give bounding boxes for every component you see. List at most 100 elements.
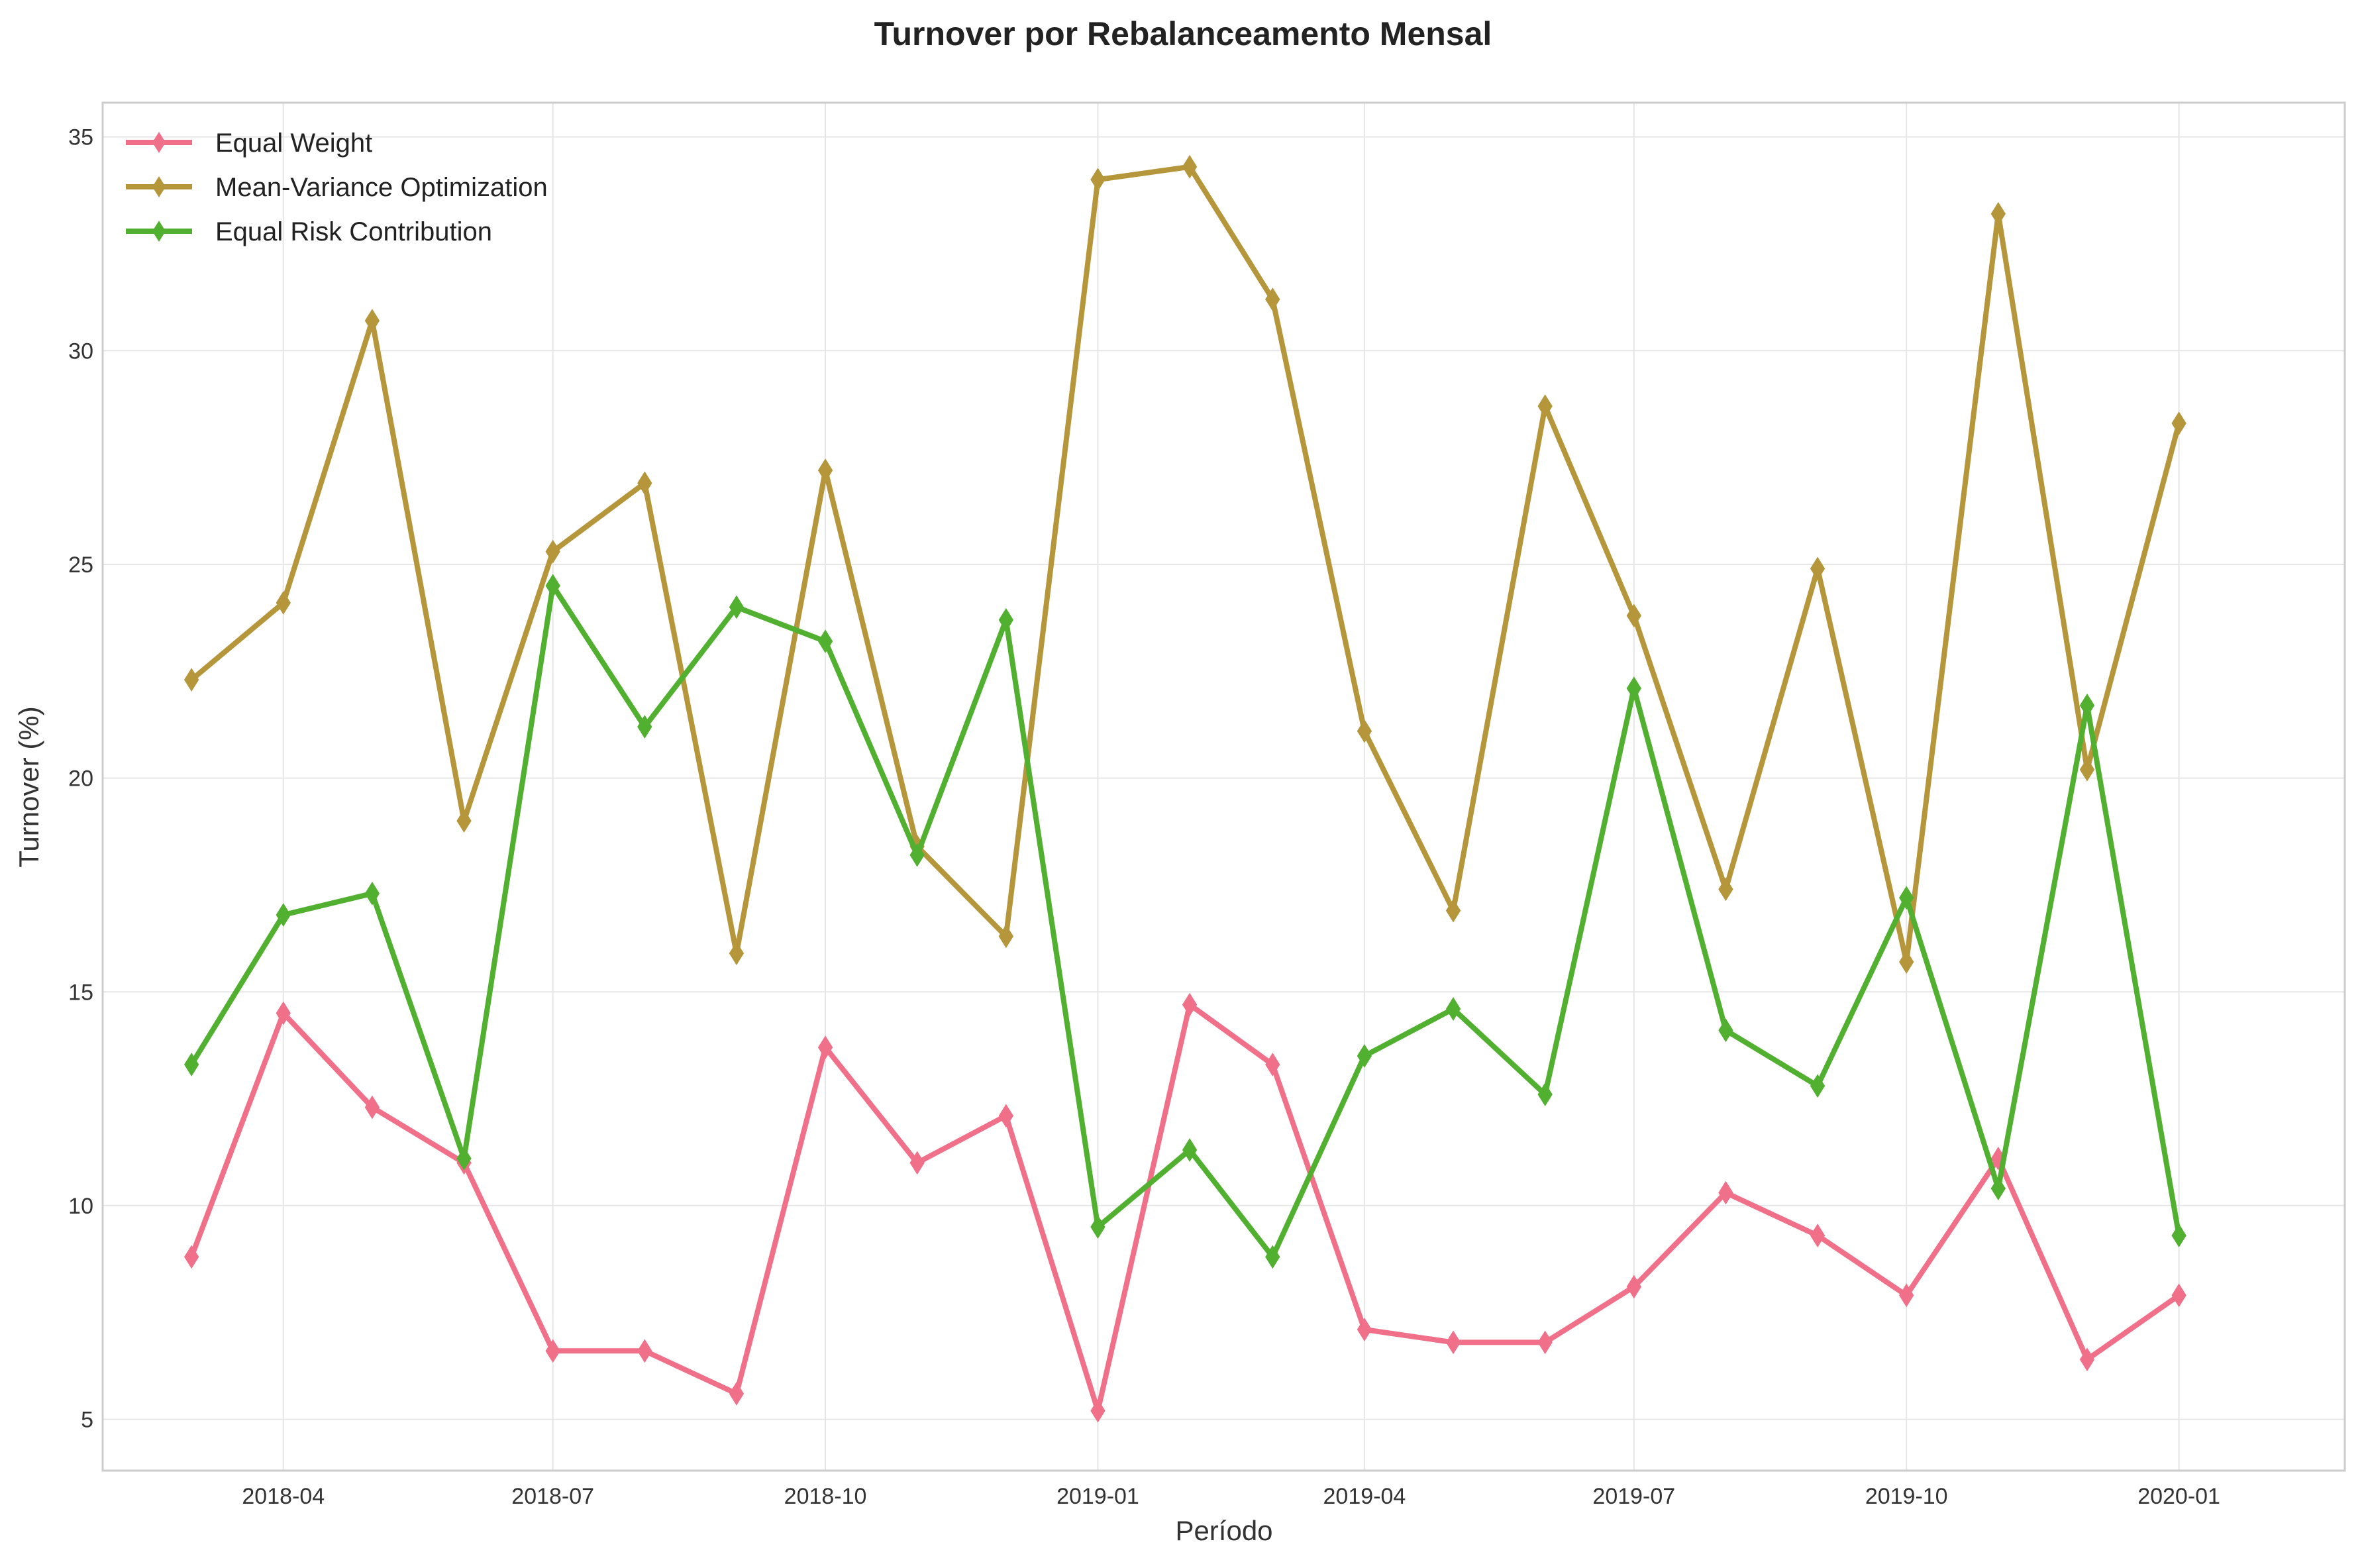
- data-point: [729, 595, 745, 619]
- data-point: [1445, 1330, 1461, 1355]
- x-axis-label: Período: [1175, 1515, 1272, 1546]
- data-point: [276, 591, 291, 615]
- data-point: [364, 881, 380, 906]
- data-point: [637, 471, 652, 496]
- data-point: [545, 1339, 560, 1363]
- data-point: [1265, 1053, 1280, 1076]
- x-axis-ticks: 2018-04 2018-07 2018-10 2019-01 2019-04 2019-…: [242, 1484, 2220, 1509]
- y-tick-label: 15: [68, 980, 93, 1005]
- legend-marker: [152, 176, 166, 197]
- data-point: [1445, 898, 1461, 923]
- data-point: [1718, 877, 1733, 902]
- x-tick-label: 2019-01: [1056, 1484, 1139, 1509]
- series-line: [189, 1002, 2182, 1414]
- x-tick-label: 2018-10: [784, 1484, 867, 1509]
- data-point: [1182, 1138, 1198, 1162]
- data-point: [2171, 1283, 2186, 1308]
- data-point: [1357, 1318, 1372, 1341]
- plot-frame: [101, 101, 2346, 1472]
- data-point: [1090, 1398, 1106, 1423]
- data-point: [545, 574, 560, 598]
- chart-title: Turnover por Rebalanceamento Mensal: [874, 15, 1492, 52]
- data-point: [817, 458, 833, 482]
- data-point: [1265, 1245, 1280, 1269]
- x-tick-label: 2018-07: [511, 1484, 594, 1509]
- data-point: [2079, 694, 2095, 717]
- x-tick-label: 2020-01: [2137, 1484, 2220, 1509]
- data-point: [1090, 1215, 1106, 1239]
- data-point: [1537, 1330, 1553, 1355]
- data-point: [1810, 1224, 1826, 1247]
- data-point: [276, 1001, 291, 1025]
- data-point: [2171, 411, 2186, 435]
- data-point: [909, 1151, 925, 1175]
- data-point: [1357, 719, 1372, 743]
- x-tick-label: 2019-10: [1865, 1484, 1948, 1509]
- x-tick-label: 2018-04: [242, 1484, 325, 1509]
- legend-item: Equal Risk Contribution: [126, 217, 492, 246]
- data-point: [2171, 1224, 2186, 1247]
- data-point: [364, 1095, 380, 1120]
- data-point: [276, 903, 291, 927]
- y-tick-label: 30: [68, 339, 93, 364]
- data-point: [998, 1104, 1014, 1128]
- data-point: [1718, 1180, 1733, 1205]
- legend-marker: [152, 132, 166, 153]
- data-point: [1537, 394, 1553, 419]
- series-group: [183, 992, 2186, 1423]
- data-point: [1182, 154, 1198, 179]
- y-tick-label: 35: [68, 125, 93, 150]
- data-point: [2079, 1347, 2095, 1372]
- series-group: [183, 154, 2186, 974]
- data-point: [909, 843, 925, 867]
- data-point: [183, 1053, 199, 1076]
- data-point: [637, 715, 652, 739]
- data-point: [1810, 556, 1826, 581]
- data-point: [456, 1147, 472, 1171]
- data-point: [1899, 886, 1914, 910]
- y-tick-label: 10: [68, 1194, 93, 1219]
- data-point: [1626, 603, 1641, 628]
- y-tick-label: 25: [68, 552, 93, 578]
- legend-label: Equal Weight: [215, 129, 372, 158]
- x-tick-label: 2019-04: [1323, 1484, 1406, 1509]
- data-point: [183, 1245, 199, 1269]
- series-group: [183, 574, 2186, 1269]
- legend-item: Mean-Variance Optimization: [126, 173, 548, 202]
- data-point: [998, 924, 1014, 949]
- data-point: [1899, 950, 1914, 974]
- data-point: [1090, 168, 1106, 192]
- data-point: [998, 607, 1014, 632]
- data-point: [183, 668, 199, 692]
- data-point: [1265, 287, 1280, 311]
- legend-label: Equal Risk Contribution: [215, 217, 492, 246]
- data-point: [1537, 1082, 1553, 1107]
- data-point: [817, 1035, 833, 1060]
- data-point: [1626, 1275, 1641, 1299]
- x-tick-label: 2019-07: [1592, 1484, 1675, 1509]
- data-point: [456, 809, 472, 833]
- data-point: [817, 629, 833, 653]
- data-point: [1357, 1044, 1372, 1068]
- data-point: [729, 1381, 745, 1406]
- data-point: [545, 539, 560, 564]
- data-point: [1626, 676, 1641, 700]
- grid: [103, 103, 2345, 1471]
- legend-marker: [152, 221, 166, 242]
- data-point: [1990, 1176, 2006, 1200]
- data-point: [1810, 1074, 1826, 1098]
- series-line: [189, 583, 2182, 1260]
- data-point: [1899, 1283, 1914, 1308]
- data-point: [1718, 1018, 1733, 1043]
- data-point: [1990, 201, 2006, 226]
- series-lines: [183, 154, 2186, 1423]
- data-point: [1445, 997, 1461, 1021]
- legend-label: Mean-Variance Optimization: [215, 173, 548, 202]
- y-tick-label: 20: [68, 766, 93, 792]
- data-point: [1182, 992, 1198, 1017]
- data-point: [637, 1339, 652, 1363]
- y-axis-ticks: 5 10 15 20 25 30 35: [68, 125, 93, 1433]
- data-point: [2079, 757, 2095, 782]
- data-point: [729, 941, 745, 966]
